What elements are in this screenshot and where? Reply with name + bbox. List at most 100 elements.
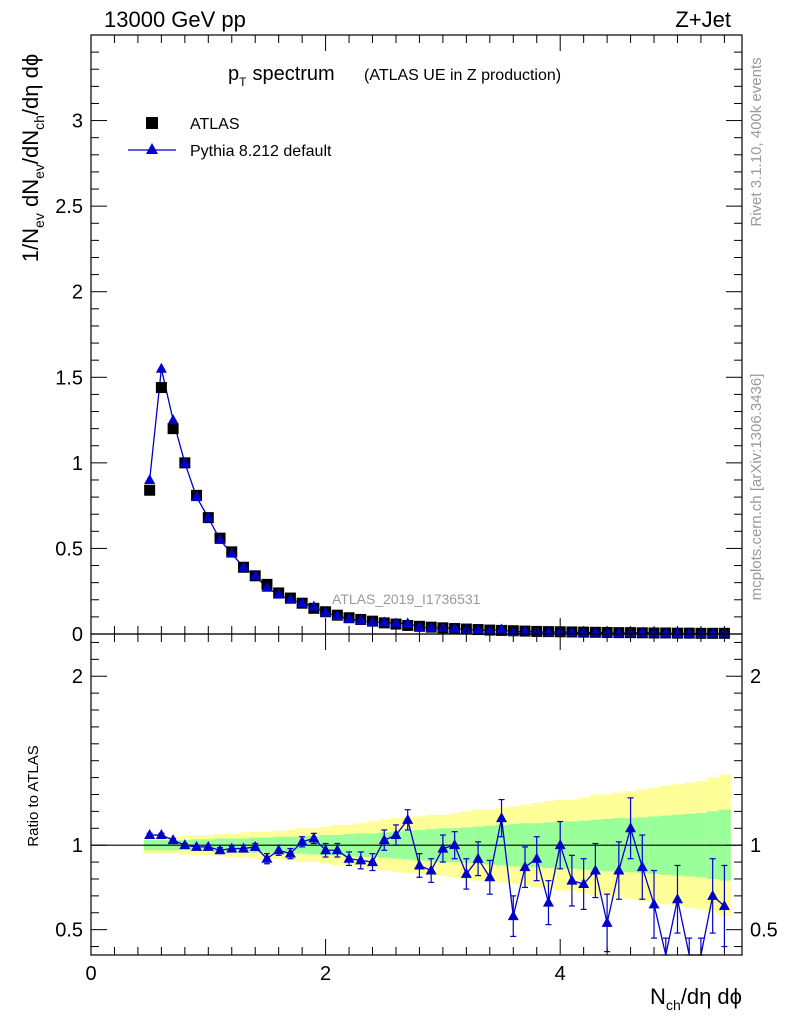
pythia-point <box>331 610 343 621</box>
legend-pythia-label: Pythia 8.212 default <box>190 143 332 160</box>
pythia-point <box>320 606 332 617</box>
ratio-point <box>214 844 226 855</box>
pythia-point <box>308 600 320 611</box>
pythia-point <box>202 511 214 522</box>
pythia-point <box>449 622 461 633</box>
ratio-point <box>355 854 367 865</box>
ratio-point <box>413 859 425 870</box>
ratio-y-tick-label: 0.5 <box>55 920 83 942</box>
legend-atlas-marker <box>146 117 158 129</box>
ratio-point <box>496 812 508 823</box>
ratio-point <box>449 839 461 850</box>
ratio-point <box>425 864 437 875</box>
ratio-point <box>437 842 449 853</box>
main-y-tick-label: 0 <box>72 624 83 646</box>
pythia-point <box>343 612 355 623</box>
pythia-point <box>660 627 672 638</box>
pythia-point <box>167 414 179 425</box>
ratio-point <box>155 829 167 840</box>
ratio-point <box>460 867 472 878</box>
ratio-point <box>390 829 402 840</box>
process-label: Z+Jet <box>675 7 731 32</box>
pythia-point <box>425 622 437 633</box>
ratio-point <box>531 852 543 863</box>
ratio-y-tick-label: 1 <box>72 835 83 857</box>
ratio-point <box>707 889 719 900</box>
pythia-point <box>191 491 203 502</box>
atlas-point <box>155 382 167 394</box>
x-tick-label: 0 <box>85 963 96 985</box>
ratio-point <box>589 864 601 875</box>
ratio-point <box>144 829 156 840</box>
svg-text:1/Nev dNev/dNch/dη dϕ: 1/Nev dNev/dNch/dη dϕ <box>18 54 47 262</box>
main-y-tick-label: 3 <box>72 111 83 133</box>
pythia-point <box>496 623 508 634</box>
ratio-point <box>402 813 414 824</box>
pythia-point <box>237 561 249 572</box>
ratio-point <box>167 834 179 845</box>
ratio-point <box>191 840 203 851</box>
ratio-point <box>636 861 648 872</box>
ratio-plot-layer <box>91 797 742 956</box>
pythia-point <box>214 533 226 544</box>
pythia-point <box>402 617 414 628</box>
ratio-point <box>273 844 285 855</box>
main-y-tick-label: 2.5 <box>55 196 83 218</box>
pythia-point <box>155 362 167 373</box>
ratio-point <box>367 856 379 867</box>
pythia-point <box>296 597 308 608</box>
pythia-point <box>284 593 296 604</box>
chart-subtitle: (ATLAS UE in Z production) <box>364 67 561 84</box>
pythia-point <box>144 473 156 484</box>
pythia-point <box>179 456 191 467</box>
ratio-point <box>566 874 578 885</box>
main-y-axis-label: 1/Nev dNev/dNch/dη dϕ <box>18 54 47 262</box>
pythia-point <box>226 547 238 558</box>
ratio-point <box>507 910 519 921</box>
ratio-point <box>601 916 613 927</box>
ratio-point <box>320 844 332 855</box>
ratio-point <box>613 864 625 875</box>
main-y-tick-label: 2 <box>72 282 83 304</box>
ratio-point <box>472 852 484 863</box>
ratio-y-tick-label-right: 2 <box>750 666 761 688</box>
chart-title: pT spectrum <box>228 63 335 89</box>
ratio-y-axis-label: Ratio to ATLAS <box>25 745 42 846</box>
main-y-tick-label: 1.5 <box>55 367 83 389</box>
ratio-point <box>296 835 308 846</box>
ratio-point <box>484 871 496 882</box>
energy-label: 13000 GeV pp <box>104 7 246 32</box>
rivet-version-label: Rivet 3.1.10, 400k events <box>748 57 765 226</box>
ratio-point <box>648 898 660 909</box>
ratio-point <box>261 852 273 863</box>
ratio-point <box>578 878 590 889</box>
ratio-point <box>179 839 191 850</box>
ratio-point <box>226 842 238 853</box>
ratio-point <box>519 861 531 872</box>
ratio-point <box>671 893 683 904</box>
axes-layer: 00.511.522.530.5 0.51 12 20 2 4 <box>55 34 778 985</box>
main-y-tick-label: 1 <box>72 453 83 475</box>
atlas-point <box>144 484 156 496</box>
ratio-point <box>249 840 261 851</box>
x-tick-label: 4 <box>555 963 566 985</box>
ratio-y-tick-label-right: 1 <box>750 835 761 857</box>
ratio-point <box>343 852 355 863</box>
ratio-point <box>625 822 637 833</box>
ratio-point <box>718 900 730 911</box>
x-tick-label: 2 <box>320 963 331 985</box>
ratio-point <box>331 844 343 855</box>
ratio-y-tick-label-right: 0.5 <box>750 920 778 942</box>
x-axis-label: Nch/dη dϕ <box>650 984 742 1013</box>
analysis-tag: ATLAS_2019_I1736531 <box>332 591 481 607</box>
pythia-point <box>683 627 695 638</box>
ratio-point <box>378 834 390 845</box>
pythia-point <box>355 614 367 625</box>
legend-atlas-label: ATLAS <box>190 116 240 133</box>
pythia-point <box>273 588 285 599</box>
main-frame <box>90 34 743 635</box>
ratio-point <box>202 840 214 851</box>
ratio-point <box>308 832 320 843</box>
pythia-point <box>378 616 390 627</box>
